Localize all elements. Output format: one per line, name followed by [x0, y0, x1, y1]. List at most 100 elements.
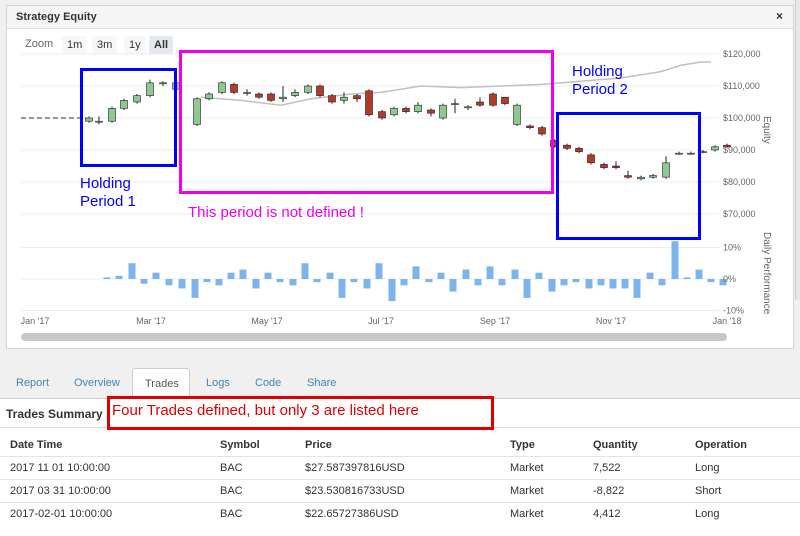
- tab-share[interactable]: Share: [307, 377, 337, 389]
- performance-tick-label: 0%: [723, 274, 736, 284]
- zoom-button-1m[interactable]: 1m: [62, 36, 88, 54]
- column-header-operation[interactable]: Operation: [695, 439, 747, 451]
- scrollbar-thumb[interactable]: [21, 333, 727, 341]
- candle: [675, 151, 683, 155]
- performance-bar: [289, 279, 297, 286]
- candle-body: [612, 165, 620, 168]
- candle: [365, 89, 373, 117]
- table-row: 2017-02-01 10:00:00 BAC $22.65727386USD …: [0, 502, 800, 525]
- candle-body: [402, 108, 410, 112]
- candle-body: [501, 96, 509, 104]
- performance-bar: [128, 263, 136, 279]
- performance-bar: [671, 241, 679, 279]
- candle: [304, 84, 312, 94]
- equity-tick-label: $90,000: [723, 145, 756, 155]
- performance-bar: [326, 272, 334, 279]
- equity-axis-label: Equity: [761, 116, 772, 144]
- candle-body: [243, 92, 251, 94]
- cell-symbol: BAC: [220, 462, 243, 474]
- candle-body: [378, 111, 386, 119]
- column-header-type[interactable]: Type: [510, 439, 535, 451]
- performance-bars: [103, 241, 727, 302]
- candle-body: [575, 148, 583, 152]
- row-divider: [0, 479, 800, 480]
- zoom-button-1y[interactable]: 1y: [124, 36, 146, 54]
- tab-bar: Report Overview Trades Logs Code Share: [0, 368, 800, 398]
- tab-code[interactable]: Code: [255, 377, 282, 389]
- performance-bar: [646, 272, 654, 279]
- performance-bar: [572, 279, 580, 283]
- performance-tick-label: 10%: [723, 243, 741, 253]
- candle: [120, 98, 128, 110]
- candle: [563, 143, 571, 150]
- candle-body: [230, 84, 238, 93]
- row-divider: [0, 456, 800, 457]
- tab-overview[interactable]: Overview: [74, 377, 120, 389]
- trades-note-text: Four Trades defined, but only 3 are list…: [112, 402, 419, 419]
- equity-chart: $120,000 $110,000 $100,000 $90,000 $80,000 $7…: [21, 49, 772, 326]
- cell-symbol: BAC: [220, 485, 243, 497]
- candle-body: [316, 85, 324, 96]
- candle: [489, 92, 497, 107]
- candle: [193, 97, 201, 126]
- holding-period-1-line1: Holding: [80, 175, 131, 192]
- performance-bar: [115, 275, 123, 279]
- candle: [146, 79, 154, 98]
- table-row: 2017 03 31 10:00:00 BAC $23.530816733USD…: [0, 479, 800, 502]
- performance-bar: [633, 279, 641, 298]
- x-tick-label: Mar '17: [136, 316, 166, 326]
- column-header-symbol[interactable]: Symbol: [220, 439, 260, 451]
- candle: [600, 162, 608, 170]
- tab-trades[interactable]: Trades: [132, 368, 190, 398]
- candle-body: [489, 93, 497, 106]
- performance-bar: [719, 279, 727, 286]
- equity-axis-ticks: $120,000 $110,000 $100,000 $90,000 $80,000 $7…: [723, 49, 761, 219]
- candle-body: [218, 82, 226, 93]
- tab-report[interactable]: Report: [16, 377, 50, 389]
- candle-body: [365, 90, 373, 116]
- candle-body: [427, 109, 435, 114]
- candle: [637, 175, 645, 181]
- candle-body: [304, 85, 312, 93]
- performance-bar: [215, 279, 223, 286]
- performance-bar: [388, 279, 396, 302]
- candle-body: [662, 162, 670, 178]
- candle: [723, 143, 731, 149]
- column-header-quantity[interactable]: Quantity: [593, 439, 638, 451]
- performance-bar: [191, 279, 199, 298]
- x-tick-label: Sep '17: [480, 316, 510, 326]
- zoom-label: Zoom: [25, 38, 54, 50]
- side-panel-edge: [795, 0, 800, 300]
- candle: [95, 116, 103, 125]
- column-header-price[interactable]: Price: [305, 439, 332, 451]
- candle-body: [675, 152, 683, 155]
- equity-tick-label: $120,000: [723, 49, 761, 59]
- close-icon[interactable]: ×: [775, 9, 783, 23]
- cell-date-time: 2017 11 01 10:00:00: [10, 462, 111, 474]
- performance-bar: [548, 279, 556, 292]
- candle: [587, 153, 595, 165]
- holding-period-2-line2: Period 2: [572, 81, 628, 98]
- x-tick-label: Jan '17: [21, 316, 50, 326]
- chart-scrollbar[interactable]: [21, 333, 727, 341]
- candle-body: [723, 144, 731, 148]
- candle-body: [146, 82, 154, 96]
- candle: [687, 151, 695, 155]
- cell-date-time: 2017-02-01 10:00:00: [10, 508, 113, 520]
- column-header-date-time[interactable]: Date Time: [10, 439, 63, 451]
- candle: [353, 94, 361, 102]
- candle-body: [353, 95, 361, 100]
- candle: [243, 89, 251, 96]
- zoom-button-all[interactable]: All: [149, 36, 174, 54]
- cell-quantity: -8,822: [593, 485, 625, 497]
- candle: [267, 92, 275, 102]
- zoom-button-3m[interactable]: 3m: [92, 36, 118, 54]
- candle: [340, 92, 348, 104]
- candle-body: [687, 152, 695, 155]
- candle: [402, 106, 410, 114]
- cell-price: $22.65727386USD: [305, 508, 399, 520]
- tab-logs[interactable]: Logs: [206, 377, 230, 389]
- cell-operation: Long: [695, 508, 720, 520]
- benchmark-line: [200, 61, 711, 106]
- performance-bar: [449, 279, 457, 292]
